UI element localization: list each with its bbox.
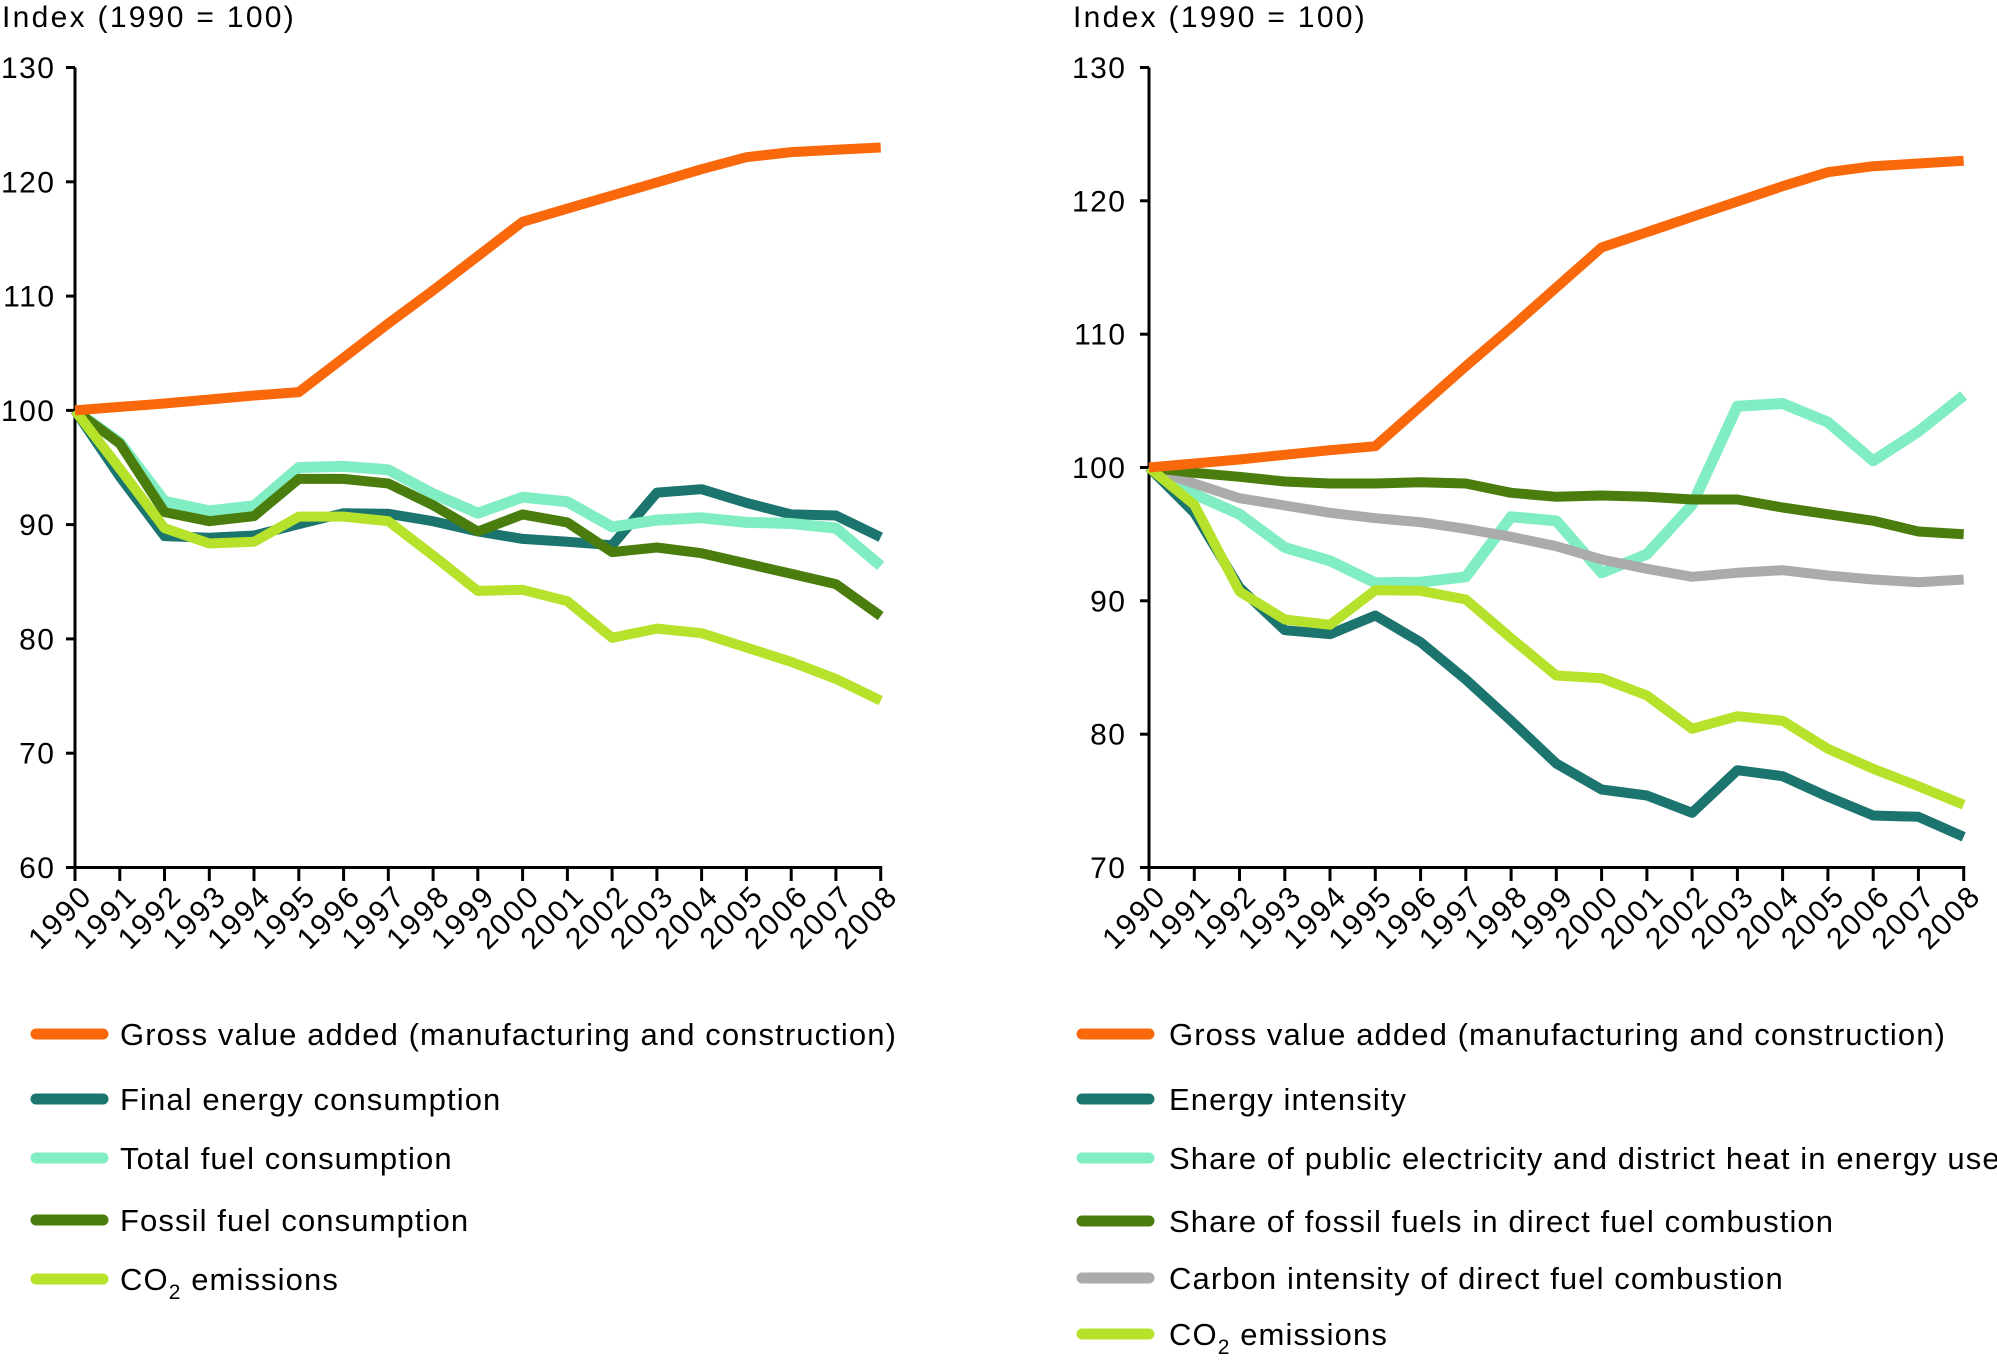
- svg-text:Index (1990 = 100): Index (1990 = 100): [1073, 1, 1367, 34]
- svg-text:Gross value added (manufactur: Gross value added (manufacturing and con…: [1169, 1017, 1946, 1052]
- svg-text:Carbon intensity of direct fue: Carbon intensity of direct fuel combusti…: [1169, 1261, 1784, 1296]
- svg-text:60: 60: [19, 852, 55, 885]
- svg-text:Final energy consumption: Final energy consumption: [120, 1082, 501, 1117]
- svg-text:Index (1990 = 100): Index (1990 = 100): [2, 1, 296, 34]
- svg-text:110: 110: [3, 281, 55, 314]
- svg-text:120: 120: [1072, 185, 1127, 218]
- svg-text:130: 130: [1, 52, 56, 85]
- svg-text:Energy intensity: Energy intensity: [1169, 1082, 1407, 1117]
- svg-text:90: 90: [19, 509, 55, 542]
- svg-text:80: 80: [1090, 719, 1126, 752]
- svg-text:80: 80: [19, 623, 55, 656]
- svg-text:110: 110: [1074, 319, 1126, 352]
- svg-text:70: 70: [19, 738, 55, 771]
- svg-text:120: 120: [1, 166, 56, 199]
- svg-text:70: 70: [1090, 852, 1126, 885]
- svg-text:Gross value added (manufacturi: Gross value added (manufacturing and con…: [120, 1017, 897, 1052]
- svg-text:100: 100: [1072, 452, 1127, 485]
- svg-text:100: 100: [1, 395, 56, 428]
- svg-text:130: 130: [1072, 52, 1127, 85]
- svg-text:Fossil fuel consumption: Fossil fuel consumption: [120, 1203, 469, 1238]
- svg-text:Share of fossil fuels in direc: Share of fossil fuels in direct fuel com…: [1169, 1204, 1834, 1239]
- svg-text:90: 90: [1090, 585, 1126, 618]
- svg-text:Share of public electricity an: Share of public electricity and district…: [1169, 1141, 1997, 1176]
- svg-text:Total fuel consumption: Total fuel consumption: [120, 1141, 453, 1176]
